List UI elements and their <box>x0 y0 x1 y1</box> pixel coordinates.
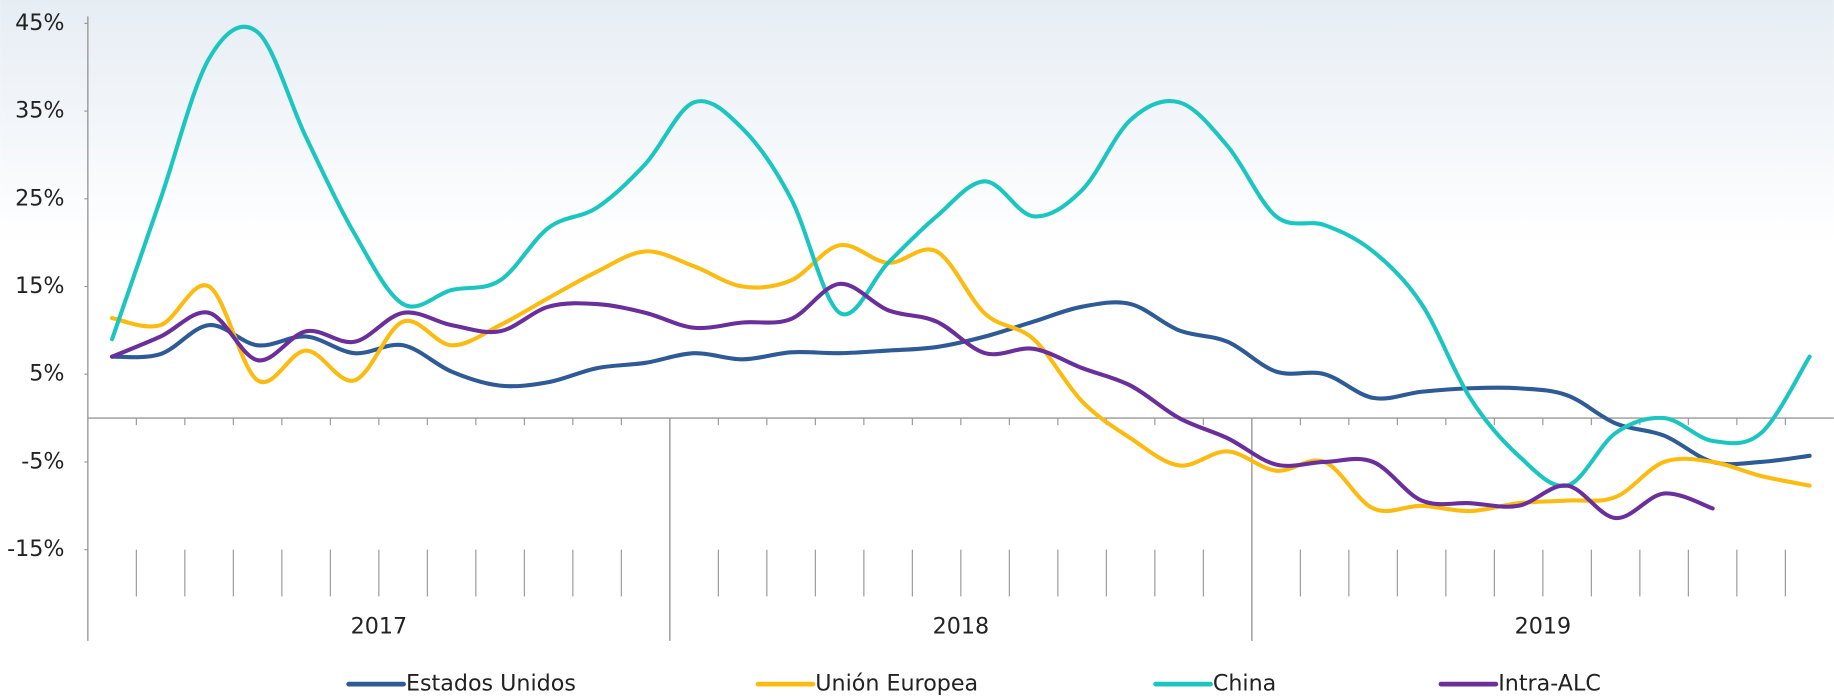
y-tick-label: -5% <box>21 448 64 474</box>
year-label: 2018 <box>933 613 990 639</box>
y-tick-label: -15% <box>7 536 64 562</box>
y-tick-label: 35% <box>15 98 64 124</box>
series-line <box>110 300 1812 467</box>
series-line <box>110 281 1715 521</box>
legend-label: Estados Unidos <box>406 671 576 697</box>
series-line <box>110 243 1812 514</box>
legend-label: China <box>1213 671 1276 697</box>
y-tick-label: 45% <box>15 10 64 36</box>
y-tick-label: 5% <box>29 361 64 387</box>
year-label: 2017 <box>351 613 408 639</box>
year-label: 2019 <box>1515 613 1572 639</box>
y-tick-label: 15% <box>15 273 64 299</box>
series-line <box>110 24 1812 489</box>
y-tick-label: 25% <box>15 185 64 211</box>
legend-label: Intra-ALC <box>1498 671 1601 697</box>
legend-label: Unión Europea <box>815 671 978 697</box>
